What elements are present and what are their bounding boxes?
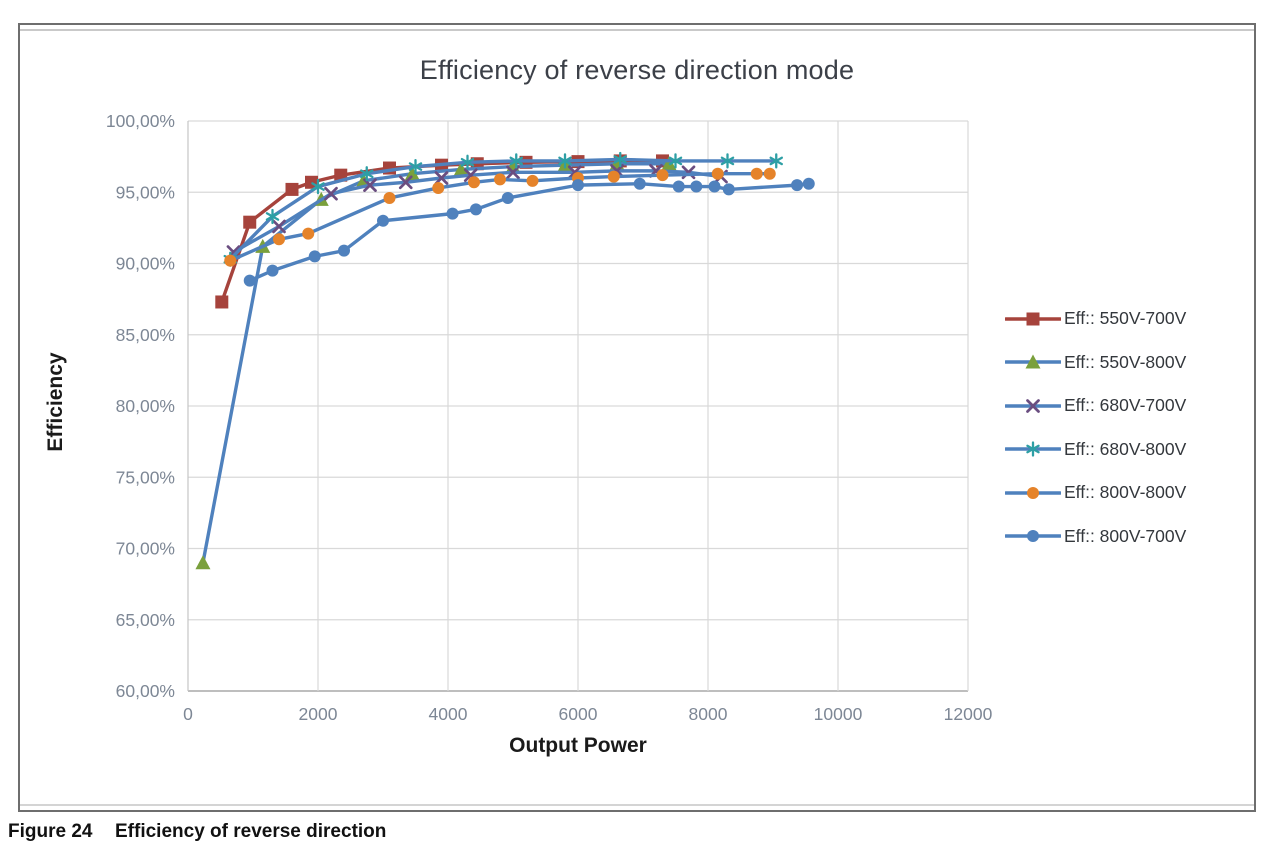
figure-caption-label: Figure 24 <box>8 821 93 842</box>
y-tick-label: 75,00% <box>116 467 175 487</box>
series-eff-680v-700v <box>226 164 728 259</box>
y-tick-label: 90,00% <box>116 254 175 274</box>
legend-label: Eff:: 800V-800V <box>1064 482 1187 503</box>
y-tick-label: 80,00% <box>116 396 175 416</box>
legend-item: Eff:: 680V-800V <box>1005 428 1186 472</box>
y-axis-title: Efficiency <box>44 352 67 452</box>
x-axis-title: Output Power <box>509 734 647 757</box>
frame-inner-top-line <box>20 29 1254 31</box>
y-tick-label: 95,00% <box>116 182 175 202</box>
x-tick-label: 6000 <box>559 704 598 724</box>
series-eff-800v-700v <box>243 177 815 287</box>
square-legend-marker-icon <box>1005 312 1061 326</box>
figure-caption-text: Efficiency of reverse direction <box>115 821 387 842</box>
legend-item: Eff:: 550V-700V <box>1005 297 1186 341</box>
x-tick-label: 8000 <box>689 704 728 724</box>
axis-tick-labels: 100,00% 95,00% 90,00% 85,00% 80,00% 75,00% 70,… <box>106 111 993 724</box>
legend-label: Eff:: 680V-700V <box>1064 395 1187 416</box>
legend-label: Eff:: 800V-700V <box>1064 525 1187 546</box>
x-legend-marker-icon <box>1005 398 1061 413</box>
legend-item: Eff:: 800V-700V <box>1005 515 1186 559</box>
legend-label: Eff:: 550V-700V <box>1064 308 1187 329</box>
circle-legend-marker-icon <box>1005 486 1061 499</box>
legend-item: Eff:: 550V-800V <box>1005 341 1186 385</box>
legend-label: Eff:: 550V-800V <box>1064 351 1187 372</box>
legend-item: Eff:: 680V-700V <box>1005 384 1186 428</box>
series-eff-680v-800v <box>223 151 783 267</box>
legend-label: Eff:: 680V-800V <box>1064 438 1187 459</box>
y-tick-label: 85,00% <box>116 325 175 345</box>
y-tick-label: 60,00% <box>116 681 175 701</box>
x-tick-label: 0 <box>183 704 193 724</box>
triangle-legend-marker-icon <box>1005 354 1061 369</box>
x-tick-label: 2000 <box>299 704 338 724</box>
x-tick-label: 4000 <box>429 704 468 724</box>
y-tick-label: 100,00% <box>106 111 175 131</box>
circle-legend-marker-icon <box>1005 530 1061 543</box>
y-tick-label: 65,00% <box>116 610 175 630</box>
y-tick-label: 70,00% <box>116 539 175 559</box>
gridlines <box>187 120 969 692</box>
asterisk-legend-marker-icon <box>1005 441 1061 457</box>
chart-frame: Efficiency of reverse direction mode <box>18 23 1256 812</box>
legend-item: Eff:: 800V-800V <box>1005 471 1186 515</box>
x-tick-label: 10000 <box>814 704 863 724</box>
frame-inner-bottom-line <box>20 804 1254 806</box>
x-tick-label: 12000 <box>944 704 993 724</box>
chart-title: Efficiency of reverse direction mode <box>419 55 855 85</box>
figure-caption: Figure 24 Efficiency of reverse directio… <box>8 821 386 843</box>
